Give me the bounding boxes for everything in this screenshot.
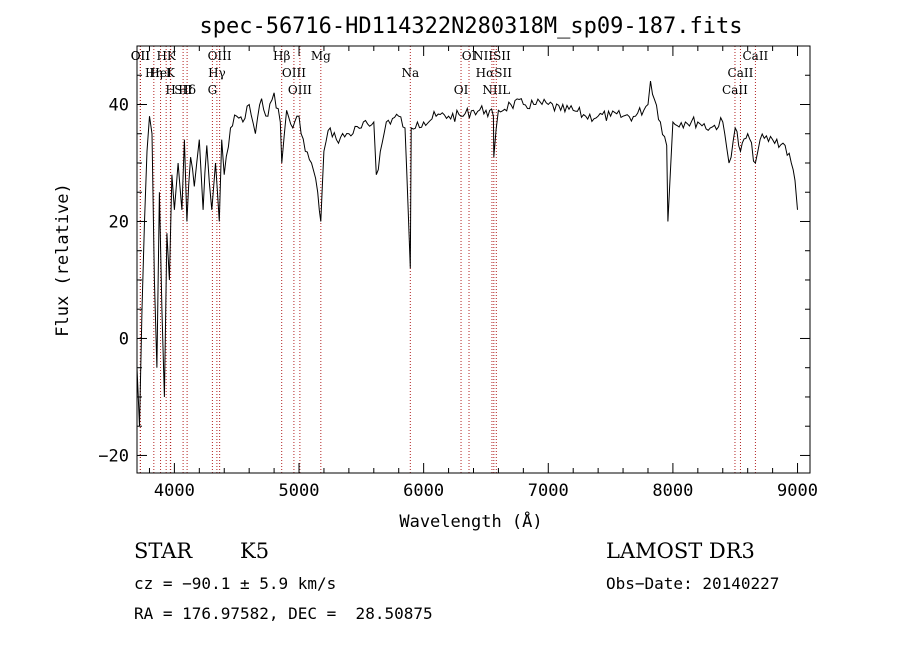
flux-series-line (136, 81, 798, 427)
x-tick-label: 8000 (652, 481, 693, 501)
spectral-line-label: Hη (145, 66, 163, 80)
x-axis-label: Wavelength (Å) (399, 510, 542, 532)
spectral-line-label: HK (156, 49, 176, 63)
spectral-line-label: Na (401, 66, 419, 80)
spectral-line-label: Hδ (178, 83, 196, 97)
spectral-line-label: H (165, 83, 175, 97)
spectral-line-label: SII (174, 83, 192, 97)
x-tick-label: 5000 (279, 481, 320, 501)
spectral-line-label: CaII (742, 49, 768, 63)
spectral-line-label: OIII (288, 83, 312, 97)
object-class: STAR (134, 539, 193, 563)
spectral-line-label: Hγ (208, 66, 226, 80)
x-tick-label: 6000 (403, 481, 444, 501)
spectral-line-label: G (208, 83, 218, 97)
spectral-line-label: OI (454, 83, 469, 97)
observation-date: Obs−Date: 20140227 (606, 574, 780, 593)
y-tick-label: 20 (109, 212, 129, 232)
spectral-line-label: Mg (311, 49, 331, 63)
survey-name: LAMOST DR3 (606, 539, 755, 563)
redshift-velocity: cz = −90.1 ± 5.9 km/s (134, 574, 337, 593)
spectral-line-label: CaII (728, 66, 754, 80)
x-tick-label: 4000 (154, 481, 195, 501)
coordinates: RA = 176.97582, DEC = 28.50875 (134, 604, 433, 623)
spectral-line-label: HαSII (476, 66, 513, 80)
spectral-line-label: OI (462, 49, 477, 63)
x-tick-label: 7000 (528, 481, 569, 501)
spectral-line-markers: HKKHδOIIHeISIIOIIHηHOIIIHγGHβOIIIOIIIMgN… (131, 46, 769, 473)
spectral-line-label: OIII (282, 66, 306, 80)
spectral-line-label: CaII (722, 83, 748, 97)
chart-title: spec-56716-HD114322N280318M_sp09-187.fit… (199, 14, 742, 39)
spectral-line-label: NIISII (473, 49, 511, 63)
object-subclass: K5 (240, 539, 270, 563)
axis-ticks: 4000 5000 6000 7000 8000 9000 −20 0 20 40 (98, 45, 818, 501)
spectral-line-label: OII (131, 49, 151, 63)
spectral-line-label: HeI (149, 66, 172, 80)
y-tick-label: 0 (119, 329, 129, 349)
spectral-line-label: OIII (208, 49, 232, 63)
y-axis-label: Flux (relative) (53, 183, 73, 337)
y-tick-label: −20 (98, 446, 129, 466)
spectral-line-label: Hβ (273, 49, 290, 63)
x-tick-label: 9000 (777, 481, 818, 501)
y-tick-label: 40 (109, 95, 129, 115)
spectral-line-label: NIIL (482, 83, 510, 97)
